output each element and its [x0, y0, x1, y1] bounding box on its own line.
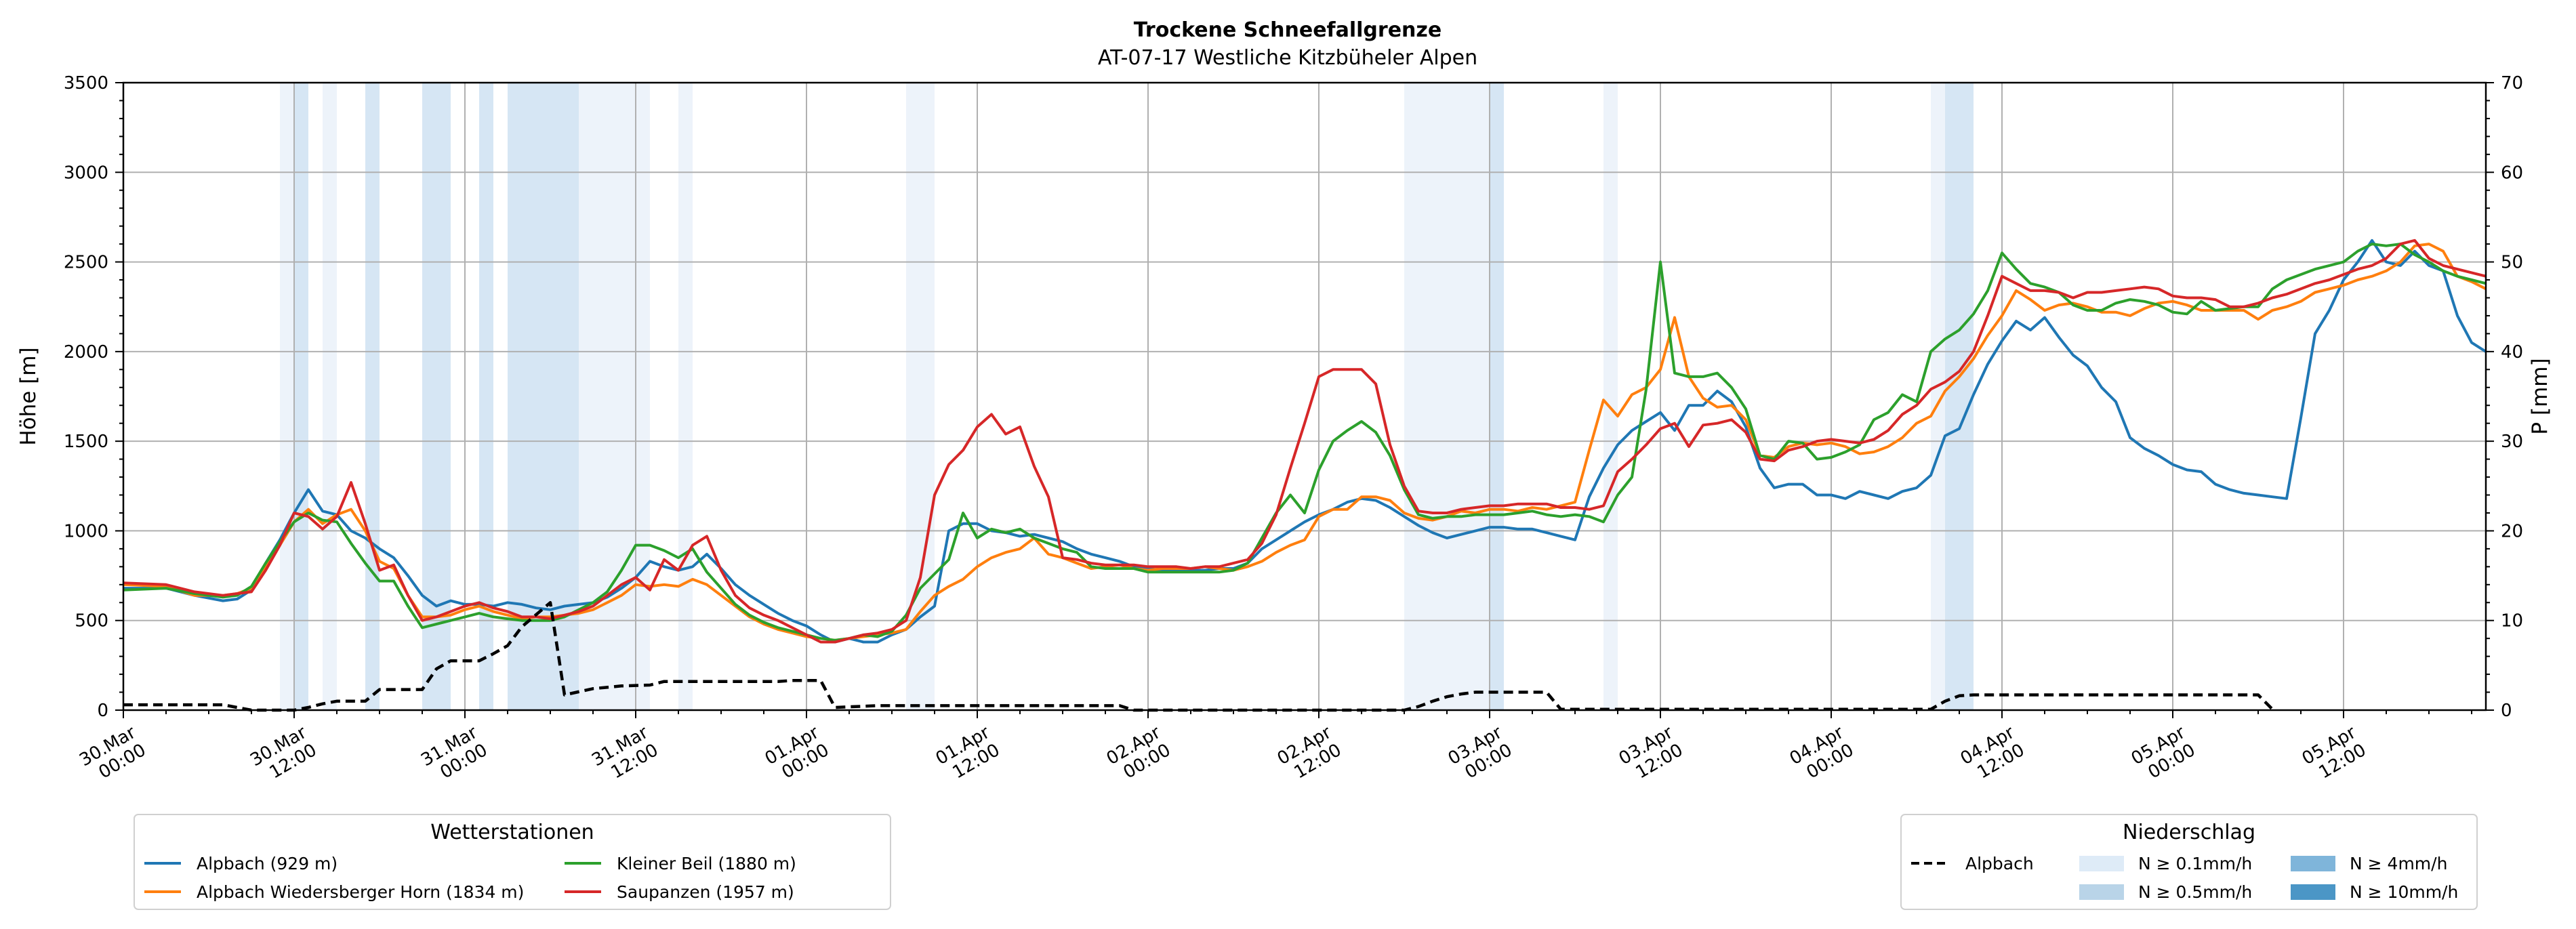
precip-band-8 [678, 83, 693, 710]
x-axis: 30.Mar00:00 30.Mar12:00 31.Mar00:00 31.Mar1… [76, 710, 2472, 788]
x-tick-label-2: 31.Mar00:00 [417, 722, 491, 788]
legend-precip-title: Niederschlag [2123, 821, 2255, 844]
legend-item-n10: N ≥ 10mm/h [2350, 882, 2458, 902]
legend-swatch-n01 [2079, 856, 2124, 871]
x-tick-label-7: 02.Apr12:00 [1274, 722, 1345, 787]
x-tick-label-9: 03.Apr12:00 [1616, 722, 1687, 787]
legend-item-saupanzen: Saupanzen (1957 m) [617, 882, 794, 902]
y-axis-label: Höhe [m] [16, 347, 41, 445]
precip-band-14 [1945, 83, 1974, 710]
x-tick-label-0: 30.Mar00:00 [76, 722, 150, 788]
series-line-2 [123, 243, 2487, 642]
x-tick-label-11: 04.Apr12:00 [1957, 722, 2028, 787]
legend-item-alpbach: Alpbach (929 m) [197, 854, 338, 873]
legend-swatch-n10 [2291, 884, 2335, 900]
precip-band-7 [579, 83, 650, 710]
y-axis-right: 0 10 20 30 40 50 60 70 [2486, 73, 2523, 721]
x-tick-label-5: 01.Apr12:00 [933, 722, 1004, 787]
series-line-3 [123, 239, 2487, 644]
legend-precip: Niederschlag Alpbach N ≥ 0.1mm/h N ≥ 0.5… [1900, 814, 2478, 910]
legend-swatch-n05 [2079, 884, 2124, 900]
y-tick-label-6: 3000 [64, 163, 108, 183]
precip-bands [280, 83, 1974, 710]
precip-band-3 [365, 83, 380, 710]
x-tick-label-13: 05.Apr12:00 [2299, 722, 2370, 787]
y2-tick-label-2: 20 [2501, 521, 2523, 541]
x-tick-label-6: 02.Apr00:00 [1103, 722, 1174, 787]
precip-band-11 [1490, 83, 1504, 710]
series-line-1 [123, 243, 2487, 642]
y-tick-label-0: 0 [97, 701, 108, 721]
legend-stations: Wetterstationen Alpbach (929 m) Alpbach … [134, 814, 891, 910]
precip-band-13 [1931, 83, 1945, 710]
y-tick-label-2: 1000 [64, 521, 108, 541]
legend-item-n01: N ≥ 0.1mm/h [2138, 854, 2252, 873]
series-line-4 [123, 601, 2274, 712]
x-tick-label-1: 30.Mar12:00 [247, 722, 321, 788]
y2-tick-label-5: 50 [2501, 253, 2523, 273]
precip-band-1 [294, 83, 308, 710]
x-tick-label-3: 31.Mar12:00 [588, 722, 662, 788]
series-lines [123, 239, 2487, 712]
precip-band-0 [280, 83, 294, 710]
precip-band-10 [1404, 83, 1490, 710]
y-tick-label-1: 500 [75, 611, 108, 632]
y2-tick-label-3: 30 [2501, 432, 2523, 452]
x-tick-label-10: 04.Apr00:00 [1786, 722, 1858, 787]
y2-tick-label-4: 40 [2501, 342, 2523, 363]
y2-tick-label-6: 60 [2501, 163, 2523, 183]
precip-band-5 [479, 83, 493, 710]
x-tick-label-12: 05.Apr00:00 [2128, 722, 2199, 787]
legend-item-precip-line: Alpbach [1965, 854, 2034, 873]
legend-item-n4: N ≥ 4mm/h [2350, 854, 2447, 873]
legend-swatch-n4 [2291, 856, 2335, 871]
legend-item-n05: N ≥ 0.5mm/h [2138, 882, 2252, 902]
chart-title: Trockene Schneefallgrenze [1134, 18, 1442, 42]
legend-stations-title: Wetterstationen [430, 821, 594, 844]
y-tick-label-4: 2000 [64, 342, 108, 363]
precip-band-12 [1603, 83, 1618, 710]
y-tick-label-3: 1500 [64, 432, 108, 452]
grid [123, 82, 2486, 711]
y2-tick-label-7: 70 [2501, 73, 2523, 94]
y2-axis-label: P [mm] [2528, 358, 2552, 434]
plot-frame [122, 81, 2487, 711]
y2-tick-label-0: 0 [2501, 701, 2512, 721]
x-tick-label-4: 01.Apr00:00 [762, 722, 833, 787]
precip-band-2 [323, 83, 337, 710]
legend-item-kleiner-beil: Kleiner Beil (1880 m) [617, 854, 796, 873]
chart-subtitle: AT-07-17 Westliche Kitzbüheler Alpen [1098, 46, 1477, 70]
legend-item-wiedersberger-horn: Alpbach Wiedersberger Horn (1834 m) [197, 882, 524, 902]
y-tick-label-5: 2500 [64, 253, 108, 273]
y2-tick-label-1: 10 [2501, 611, 2523, 632]
x-tick-label-8: 03.Apr00:00 [1445, 722, 1516, 787]
y-tick-label-7: 3500 [64, 73, 108, 94]
legend-stations-box [134, 814, 891, 910]
y-axis-left: 0 500 1000 1500 2000 2500 3000 3500 [64, 73, 123, 721]
